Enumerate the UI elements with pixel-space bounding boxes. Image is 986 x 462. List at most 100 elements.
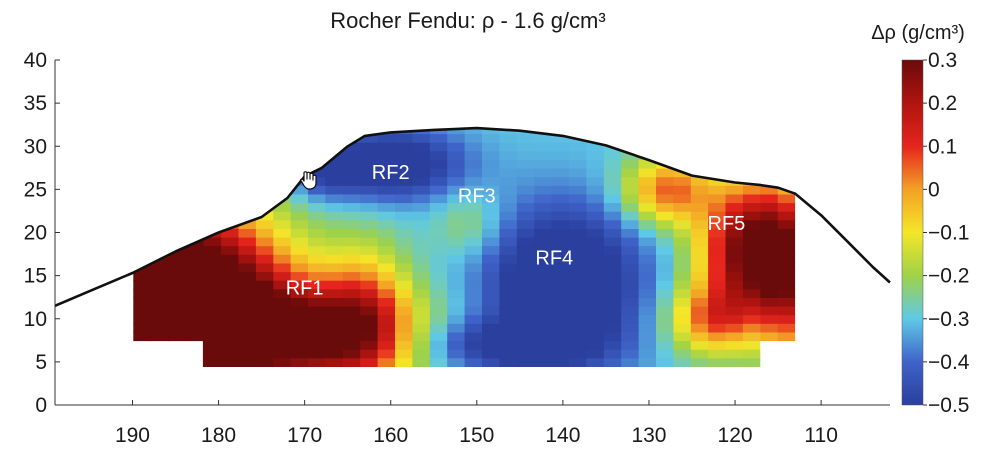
density-cell <box>742 279 761 290</box>
density-cell <box>533 254 552 264</box>
density-cell <box>272 90 290 99</box>
density-cell <box>689 323 709 333</box>
density-cell <box>707 176 726 186</box>
density-cell <box>516 90 534 99</box>
density-cell <box>150 262 169 273</box>
colorbar-tick-label: −0.5 <box>928 394 969 417</box>
density-cell <box>220 64 238 73</box>
density-cell <box>603 254 622 264</box>
density-cell <box>603 305 622 316</box>
density-cell <box>533 219 552 229</box>
density-cell <box>307 64 325 73</box>
density-cell <box>272 210 291 221</box>
density-cell <box>394 219 413 229</box>
density-cell <box>550 159 569 169</box>
density-cell <box>551 64 569 73</box>
density-cell <box>550 210 569 221</box>
density-cell <box>463 228 482 238</box>
density-cell <box>655 99 673 108</box>
density-cell <box>429 236 448 247</box>
density-cell <box>220 133 239 143</box>
density-cell <box>638 90 656 99</box>
density-cell <box>498 279 517 290</box>
density-cell <box>289 236 308 247</box>
density-cell <box>620 193 639 204</box>
density-cell <box>324 159 343 169</box>
density-cell <box>307 305 326 316</box>
density-cell <box>620 348 639 359</box>
density-cell <box>307 254 326 264</box>
density-cell <box>724 331 743 342</box>
density-cell <box>620 150 639 160</box>
density-cell <box>533 271 552 281</box>
density-cell <box>237 150 256 160</box>
density-cell <box>603 64 621 73</box>
density-cell <box>429 90 447 99</box>
density-cell <box>533 228 552 238</box>
density-cell <box>394 150 413 160</box>
density-cell <box>185 219 204 229</box>
density-cell <box>707 348 726 359</box>
density-cell <box>568 202 587 212</box>
density-cell <box>550 228 569 238</box>
density-cell <box>324 133 343 143</box>
density-cell <box>133 150 152 160</box>
density-cell <box>324 288 343 298</box>
density-cell <box>237 331 256 342</box>
density-cell <box>202 167 222 178</box>
density-cell <box>760 73 778 82</box>
density-cell <box>777 82 795 91</box>
density-cell <box>185 228 204 238</box>
density-cell <box>342 254 361 264</box>
density-cell <box>724 202 743 212</box>
density-cell <box>672 133 691 143</box>
density-cell <box>637 141 656 152</box>
density-cell <box>376 159 395 169</box>
density-cell <box>220 271 239 281</box>
colorbar-label: Δρ (g/cm³) <box>871 22 965 44</box>
density-cell <box>359 64 377 73</box>
density-cell <box>151 116 169 125</box>
density-cell <box>359 73 377 82</box>
density-cell <box>307 348 326 359</box>
density-cell <box>603 133 622 143</box>
density-cell <box>429 193 448 204</box>
density-cell <box>324 219 343 229</box>
density-cell <box>429 82 447 91</box>
density-cell <box>498 133 517 143</box>
density-cell <box>498 357 517 367</box>
density-cell <box>516 228 535 238</box>
density-cell <box>759 271 778 281</box>
density-cell <box>724 348 743 359</box>
density-cell <box>307 90 325 99</box>
density-cell <box>725 64 743 73</box>
density-cell <box>568 245 587 255</box>
density-cell <box>255 340 274 350</box>
density-cell <box>585 262 604 273</box>
density-cell <box>220 202 239 212</box>
density-cell <box>429 99 447 108</box>
density-cell <box>776 262 796 273</box>
density-cell <box>603 73 621 82</box>
density-cell <box>707 331 726 342</box>
density-cell <box>168 167 187 178</box>
density-cell <box>342 357 361 367</box>
density-cell <box>498 159 517 169</box>
density-cell <box>742 99 760 108</box>
density-cell <box>429 141 448 152</box>
density-cell <box>550 279 569 290</box>
density-cell <box>568 150 587 160</box>
density-cell <box>238 116 256 125</box>
density-cell <box>133 297 152 307</box>
density-cell <box>394 193 413 204</box>
zone-label-rf5: RF5 <box>708 213 746 235</box>
density-cell <box>533 193 552 204</box>
density-cell <box>550 271 569 281</box>
density-cell <box>325 56 343 65</box>
density-cell <box>533 99 551 108</box>
density-cell <box>446 331 465 342</box>
density-cell <box>776 323 796 333</box>
density-cell <box>202 331 222 342</box>
density-cell <box>742 254 761 264</box>
density-cell <box>655 305 674 316</box>
